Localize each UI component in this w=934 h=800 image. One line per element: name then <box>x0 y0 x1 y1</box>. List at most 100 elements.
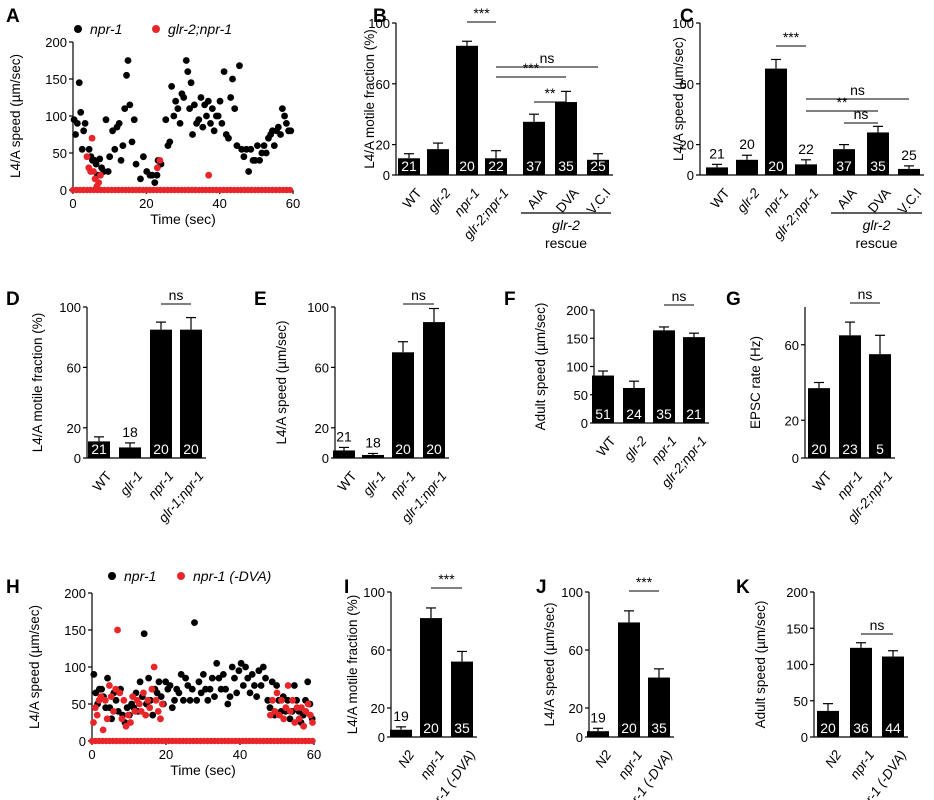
scatter-point <box>204 696 212 704</box>
bar <box>427 149 449 175</box>
scatter-point <box>240 153 248 161</box>
y-axis-label: Adult speed (µm/sec) <box>753 601 768 729</box>
panel-letter: B <box>373 6 387 27</box>
scatter-point <box>157 693 165 700</box>
y-tick-label: 100 <box>45 109 67 124</box>
y-tick-label: 20 <box>371 701 385 716</box>
scatter-point <box>273 689 281 697</box>
y-axis-label: L4/A motile fraction (%) <box>30 313 45 453</box>
scatter-point <box>111 145 119 153</box>
scatter-point <box>114 626 121 634</box>
scatter-point <box>149 711 157 719</box>
n-label: 18 <box>365 434 381 450</box>
scatter-point <box>155 678 163 686</box>
scatter-point <box>242 663 249 671</box>
scatter-point <box>153 164 161 172</box>
scatter-point <box>219 671 227 678</box>
scatter-point <box>231 674 238 682</box>
n-label: 20 <box>820 720 836 736</box>
scatter-point <box>151 179 159 187</box>
scatter-point <box>270 142 278 150</box>
x-tick-label: 0 <box>88 747 95 762</box>
scatter-point <box>254 142 261 150</box>
x-tick-label: 40 <box>233 747 247 762</box>
y-tick-label: 200 <box>566 303 588 318</box>
y-tick-label: 60 <box>785 338 799 353</box>
y-tick-label: 0 <box>792 451 799 466</box>
scatter-point <box>88 134 96 142</box>
bar <box>653 330 675 423</box>
y-tick-label: 20 <box>569 701 583 716</box>
y-tick-label: 150 <box>786 621 808 636</box>
n-label: 20 <box>621 720 637 736</box>
n-label: 19 <box>393 708 409 724</box>
scatter-point <box>103 715 111 723</box>
scatter-point <box>248 671 256 678</box>
significance-label: ns <box>850 82 865 98</box>
y-axis-label: L4/A speed (µm/sec) <box>671 37 686 161</box>
scatter-point <box>309 719 316 726</box>
bar <box>882 656 904 737</box>
scatter-point <box>253 693 261 700</box>
scatter-point <box>81 120 89 127</box>
scatter-point <box>245 168 253 175</box>
scatter-point <box>239 682 247 689</box>
scatter-point <box>90 719 97 726</box>
bar <box>180 329 202 458</box>
y-tick-label: 0 <box>74 451 81 466</box>
scatter-point <box>112 696 120 704</box>
y-axis-label: L4/A motile fraction (%) <box>345 595 360 735</box>
bar <box>706 167 728 175</box>
category-label: WT <box>594 433 619 459</box>
panel-letter: C <box>680 6 694 27</box>
scatter-point <box>186 105 194 112</box>
scatter-point <box>188 685 196 693</box>
bar <box>523 121 545 175</box>
category-label: N2 <box>822 747 844 770</box>
scatter-point <box>199 123 207 131</box>
category-label: glr-1 <box>117 468 146 498</box>
scatter-point <box>85 145 93 153</box>
bar <box>795 164 817 175</box>
scatter-point <box>189 131 196 138</box>
scatter-point <box>229 75 236 83</box>
bar <box>648 677 670 737</box>
scatter-point <box>104 168 112 175</box>
y-tick-label: 200 <box>64 586 86 601</box>
category-label: WT <box>708 185 733 211</box>
bar <box>869 354 891 458</box>
category-label: npr-1 <box>417 748 447 782</box>
y-tick-label: 20 <box>376 138 390 153</box>
y-tick-label: 60 <box>680 77 694 92</box>
bar <box>420 618 442 737</box>
n-label: 21 <box>686 406 702 422</box>
bar <box>587 159 609 175</box>
bar <box>817 710 839 737</box>
n-label: 44 <box>885 720 901 736</box>
n-label: 22 <box>488 158 504 174</box>
category-label: glr-2 <box>734 185 763 216</box>
panel-J: J 0 20 60 100 L4/A speed (µm/sec) 19 N2 20 npr-1 3… <box>536 574 675 800</box>
scatter-point <box>259 663 267 671</box>
scatter-point <box>246 689 254 697</box>
y-axis-label: Adult speed (µm/sec) <box>533 303 548 431</box>
significance-label: *** <box>438 571 455 587</box>
significance-label: *** <box>636 574 653 590</box>
scatter-point <box>124 57 132 64</box>
bar <box>456 45 478 175</box>
n-label: 35 <box>870 158 886 174</box>
y-tick-label: 100 <box>59 300 81 315</box>
n-label: 19 <box>590 709 606 725</box>
scatter-point <box>90 671 98 678</box>
scatter-point <box>197 94 205 101</box>
scatter-point <box>128 138 136 146</box>
scatter-point <box>135 700 143 708</box>
scatter-point <box>231 105 239 112</box>
y-axis-label: L4/A speed (µm/sec) <box>8 54 23 178</box>
category-label: WT <box>90 468 115 494</box>
y-tick-label: 0 <box>383 168 390 183</box>
significance-label: ns <box>169 287 184 303</box>
scatter-point <box>208 105 216 112</box>
n-label: 21 <box>401 158 417 174</box>
